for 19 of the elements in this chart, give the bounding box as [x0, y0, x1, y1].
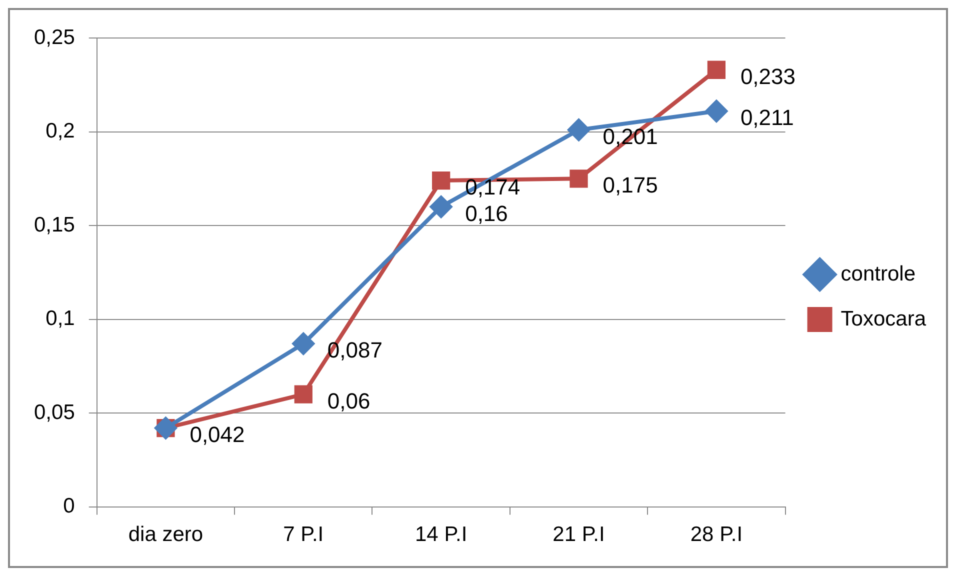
y-tick-label: 0,15	[34, 213, 75, 236]
y-tick-label: 0,1	[46, 307, 75, 330]
x-tick-label: 14 P.I	[414, 523, 468, 546]
data-label: 0,16	[465, 200, 508, 226]
x-tick-label: 7 P.I	[283, 523, 324, 546]
y-tick-label: 0	[63, 494, 75, 518]
data-label: 0,211	[740, 105, 794, 130]
data-label: 0,233	[740, 64, 796, 89]
y-tick-label: 0,2	[46, 120, 75, 143]
y-tick-label: 0,05	[34, 400, 75, 424]
x-tick-label: 28 P.I	[690, 523, 743, 546]
data-label: 0,042	[190, 422, 245, 448]
legend-label: controle	[840, 262, 916, 286]
legend-label: Toxocara	[840, 307, 926, 330]
x-tick-label: 21 P.I	[552, 523, 605, 546]
y-tick-label: 0,25	[34, 26, 75, 49]
data-label: 0,175	[602, 172, 658, 198]
x-tick-label: dia zero	[128, 523, 204, 546]
data-label: 0,06	[327, 388, 370, 414]
